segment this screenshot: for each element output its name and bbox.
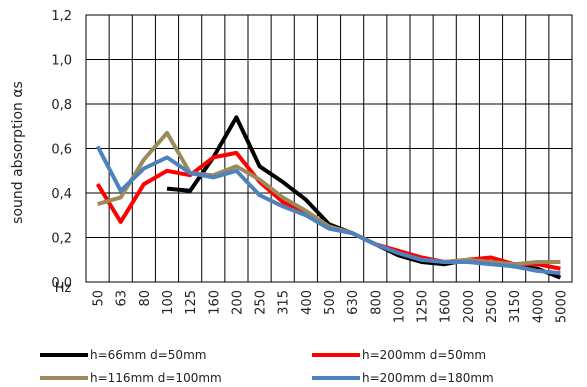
x-tick-label: 500 <box>323 290 338 315</box>
plot-area-frame <box>85 14 573 283</box>
y-tick-label: 0,2 <box>51 232 72 247</box>
x-tick-label: 1000 <box>392 290 407 323</box>
x-tick-label: 80 <box>138 290 153 307</box>
x-tick-label: 50 <box>92 290 107 307</box>
y-tick-label: 0,6 <box>51 143 72 158</box>
x-tick-label: 3150 <box>508 290 523 323</box>
x-tick-label: 200 <box>230 290 245 315</box>
x-tick-label: 250 <box>254 290 269 315</box>
series-lines <box>95 115 562 280</box>
y-axis-label: sound absorption αs <box>10 81 26 224</box>
y-tick-label: 0,8 <box>51 98 72 113</box>
legend-label: h=200mm d=180mm <box>362 371 494 385</box>
x-tick-label: 1250 <box>416 290 431 323</box>
x-tick-label: 5000 <box>554 290 569 323</box>
x-tick-label: 2500 <box>485 290 500 323</box>
series-line-2 <box>95 150 561 271</box>
x-tick-label: 160 <box>207 290 222 315</box>
x-tick-label: 800 <box>369 290 384 315</box>
x-axis-label: Hz <box>55 281 72 296</box>
y-tick-label: 1,0 <box>51 54 72 69</box>
series-line-3 <box>97 130 561 267</box>
grid <box>86 15 572 282</box>
legend-label: h=200mm d=50mm <box>362 348 486 362</box>
y-tick-label: 1,2 <box>51 9 72 24</box>
legend-label: h=66mm d=50mm <box>90 348 206 362</box>
x-tick-label: 4000 <box>531 290 546 323</box>
y-tick-label: 0,0 <box>51 276 72 291</box>
x-tick-label: 2000 <box>462 290 477 323</box>
x-tick-label: 630 <box>346 290 361 315</box>
x-tick-label: 400 <box>300 290 315 315</box>
series-line-4 <box>95 145 561 276</box>
y-tick-label: 0,4 <box>51 187 72 202</box>
x-tick-label: 315 <box>277 290 292 315</box>
x-axis-ticks: 50 63 80 100 125 160 200 250 315 400 500 630 800 1000… <box>92 290 570 323</box>
legend: h=66mm d=50mm h=200mm d=50mm h=116mm d=100… <box>40 348 494 385</box>
legend-label: h=116mm d=100mm <box>90 371 222 385</box>
x-tick-label: 1600 <box>439 290 454 323</box>
x-tick-label: 63 <box>115 290 130 307</box>
x-tick-label: 100 <box>161 290 176 315</box>
x-tick-label: 125 <box>184 290 199 315</box>
y-axis-ticks: 0,0 0,2 0,4 0,6 0,8 1,0 1,2 <box>51 9 72 291</box>
